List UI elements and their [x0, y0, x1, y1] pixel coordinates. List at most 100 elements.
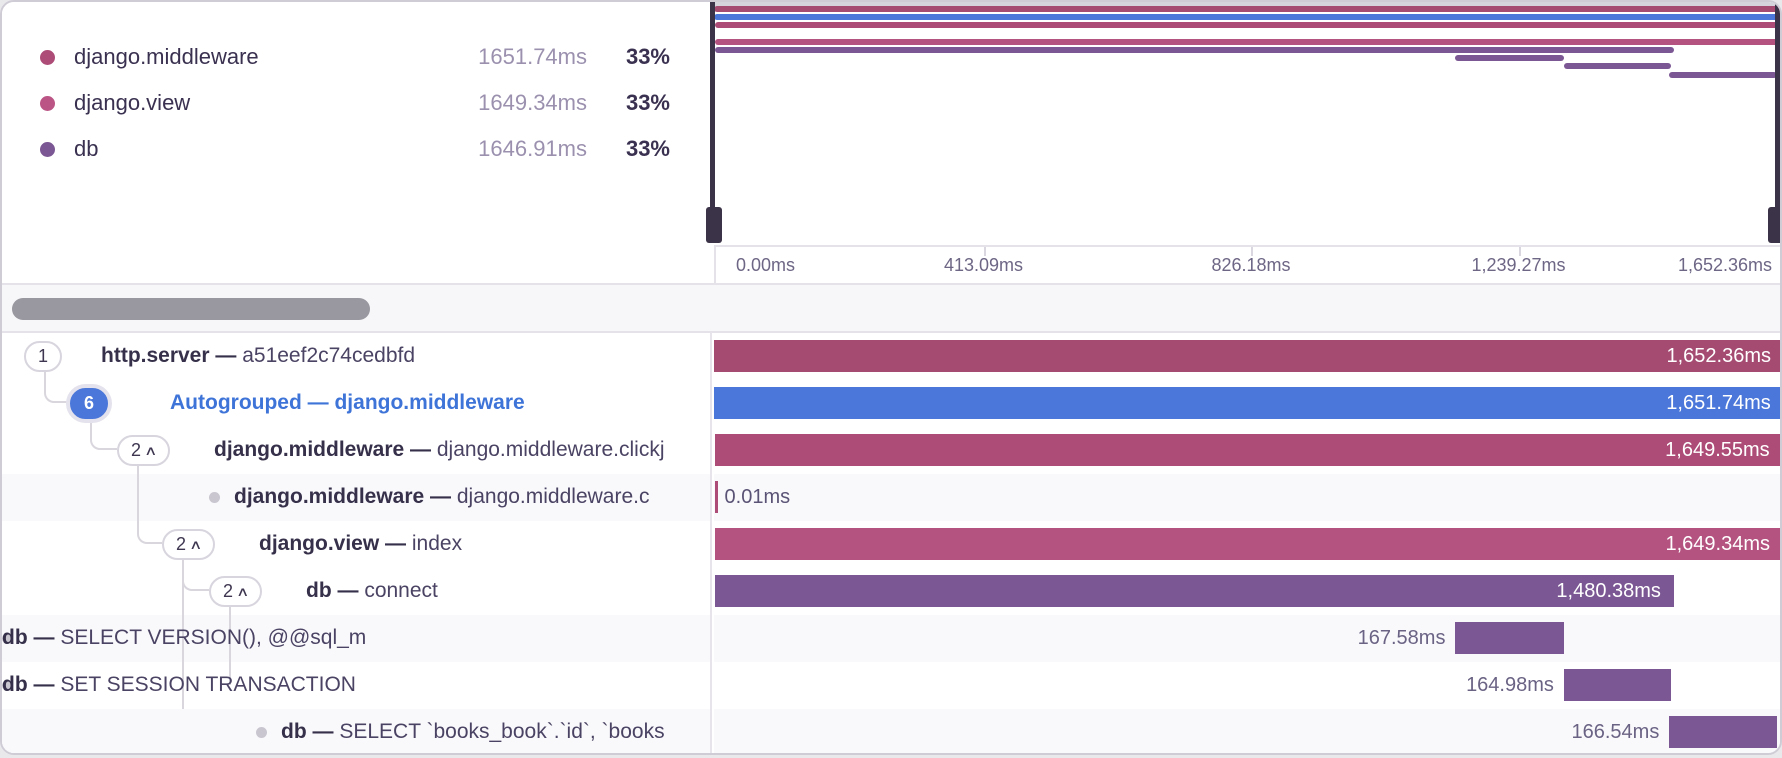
span-tree-row[interactable]: db — SELECT VERSION(), @@sql_m: [2, 615, 710, 662]
time-axis-tick: [983, 247, 986, 256]
time-axis-tick-label: 1,239.27ms: [1471, 255, 1566, 275]
span-waterfall-row[interactable]: 1,652.36ms: [714, 333, 1780, 380]
span-waterfall-row[interactable]: 1,480.38ms: [714, 568, 1780, 615]
expand-collapse-badge[interactable]: 2 ∧: [162, 529, 215, 560]
span-duration-bar[interactable]: 1,480.38ms: [715, 575, 1674, 607]
minimap-left-handle-line[interactable]: [710, 2, 715, 207]
span-tree-row[interactable]: 2 ∧ db — connect: [2, 568, 710, 615]
legend-percent-value: 33%: [625, 136, 670, 161]
tree-connector: [229, 606, 231, 685]
chevron-up-icon: ∧: [236, 583, 250, 599]
time-axis: 0.00ms 413.09ms 826.18ms 1,239.27ms 1,652.36…: [714, 245, 1780, 283]
child-count: 2: [223, 581, 234, 601]
minimap-right-handle-line[interactable]: [1775, 2, 1780, 207]
span-op-name: db —: [2, 673, 61, 696]
span-waterfall-row[interactable]: 167.58ms: [714, 615, 1780, 662]
legend-op-label: db: [74, 136, 99, 161]
span-description: SET SESSION TRANSACTION: [60, 673, 356, 696]
span-description: django.middleware.clickj: [436, 438, 665, 461]
minimap-scroll-strip[interactable]: [714, 2, 1780, 7]
span-op-name: django.middleware —: [214, 438, 437, 461]
span-duration-label: 166.54ms: [1571, 721, 1660, 743]
expand-collapse-badge[interactable]: 2 ∧: [117, 435, 170, 466]
span-waterfall-row[interactable]: 1,649.34ms: [714, 521, 1780, 568]
horizontal-scrollbar[interactable]: [2, 283, 1780, 333]
span-duration-label: 1,652.36ms: [1666, 345, 1771, 367]
minimap-bar: [1563, 63, 1671, 70]
span-title: db — SET SESSION TRANSACTION: [2, 673, 356, 697]
span-description: SELECT VERSION(), @@sql_m: [60, 626, 367, 649]
span-description: a51eef2c74cedbfd: [242, 344, 416, 367]
span-duration-bar[interactable]: 1,651.74ms: [714, 387, 1780, 419]
span-description: django.middleware.c: [456, 485, 650, 508]
span-tree-row[interactable]: 2 ∧ django.view — index: [2, 521, 710, 568]
span-tree-row[interactable]: 2 ∧ django.middleware — django.middleware.…: [2, 427, 710, 474]
span-duration-bar[interactable]: [714, 481, 718, 513]
span-duration-bar[interactable]: 1,652.36ms: [714, 340, 1780, 372]
expand-collapse-badge[interactable]: 6: [70, 388, 109, 419]
leaf-dot-icon: [209, 492, 220, 503]
minimap-bar: [715, 47, 1674, 53]
minimap-left-handle[interactable]: [706, 207, 722, 243]
legend-duration-value: 1646.91ms: [478, 136, 587, 161]
span-duration-label: 1,480.38ms: [1556, 580, 1661, 602]
span-duration-label: 167.58ms: [1357, 627, 1446, 649]
legend-item: django.middleware 1651.74ms 33%: [2, 34, 712, 80]
span-title: django.middleware — django.middleware.c: [234, 485, 649, 509]
minimap-right-handle[interactable]: [1768, 207, 1780, 243]
legend-color-dot: [40, 96, 55, 111]
leaf-dot-icon: [2, 680, 13, 691]
minimap-bar: [714, 22, 1780, 29]
span-duration-label: 0.01ms: [724, 486, 791, 508]
chevron-up-icon: ∧: [189, 536, 203, 552]
span-title: db — SELECT VERSION(), @@sql_m: [2, 626, 366, 650]
tree-connector: [44, 371, 70, 403]
span-duration-bar[interactable]: [1455, 622, 1564, 654]
span-duration-bar[interactable]: [1563, 669, 1671, 701]
span-tree-row[interactable]: 1 http.server — a51eef2c74cedbfd: [2, 333, 710, 380]
legend-item: db 1646.91ms 33%: [2, 126, 712, 172]
legend-op-label: django.view: [74, 90, 191, 115]
child-count: 1: [38, 346, 49, 366]
expand-collapse-badge[interactable]: 2 ∧: [209, 576, 262, 607]
span-waterfall-row[interactable]: 0.01ms: [714, 474, 1780, 521]
span-description: connect: [364, 579, 438, 602]
span-duration-bar[interactable]: 1,649.55ms: [714, 434, 1780, 466]
span-duration-label: 1,649.34ms: [1665, 533, 1770, 555]
time-axis-tick: [1518, 247, 1521, 256]
span-waterfall-row[interactable]: 1,651.74ms: [714, 380, 1780, 427]
span-op-name: db —: [2, 626, 61, 649]
span-title: django.view — index: [259, 532, 462, 556]
span-title: django.middleware — django.middleware.cl…: [214, 438, 664, 462]
span-waterfall-row[interactable]: 1,649.55ms: [714, 427, 1780, 474]
span-duration-label: 1,649.55ms: [1665, 439, 1770, 461]
span-tree-row[interactable]: db — SELECT `books_book`.`id`, `books: [2, 709, 710, 753]
scrollbar-thumb[interactable]: [12, 298, 370, 320]
span-tree-row[interactable]: 6 Autogrouped — django.middleware: [2, 380, 710, 427]
span-duration-bar[interactable]: 1,649.34ms: [714, 528, 1780, 560]
span-duration-label: 164.98ms: [1466, 674, 1554, 696]
span-duration-bar[interactable]: [1669, 716, 1778, 748]
span-waterfall-row[interactable]: 164.98ms: [714, 662, 1780, 709]
span-tree-row[interactable]: db — SET SESSION TRANSACTION: [2, 662, 710, 709]
span-op-name: http.server —: [101, 344, 243, 367]
span-tree-row[interactable]: django.middleware — django.middleware.c: [2, 474, 710, 521]
span-description: django.middleware: [334, 391, 525, 414]
leaf-dot-icon: [2, 633, 13, 644]
span-op-name: db —: [281, 720, 340, 743]
leaf-dot-icon: [256, 727, 267, 738]
legend-percent-value: 33%: [625, 44, 670, 69]
trace-minimap[interactable]: [706, 2, 1780, 245]
tree-connector: [137, 465, 162, 544]
span-tree-panel: 1 http.server — a51eef2c74cedbfd 6 Autogrou…: [2, 333, 712, 753]
span-waterfall-row[interactable]: 166.54ms: [714, 709, 1780, 753]
span-op-name: django.middleware —: [234, 485, 457, 508]
time-axis-tick-label: 1,652.36ms: [1677, 255, 1772, 275]
legend-duration-value: 1651.74ms: [478, 44, 587, 69]
expand-collapse-badge[interactable]: 1: [24, 341, 63, 372]
legend-duration-value: 1649.34ms: [478, 90, 587, 115]
span-op-name: db —: [306, 579, 365, 602]
minimap-bar: [714, 38, 1780, 45]
span-title: http.server — a51eef2c74cedbfd: [101, 344, 415, 368]
